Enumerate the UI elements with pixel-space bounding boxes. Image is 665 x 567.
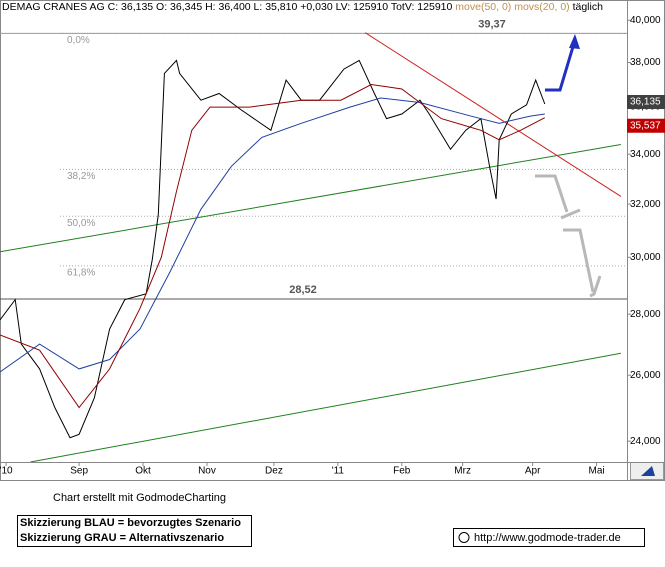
scenario-blue — [545, 34, 580, 92]
note: Skizzierung BLAU = bevorzugtes Szenario — [20, 517, 241, 529]
chart-frame — [0, 0, 665, 481]
price-label-box — [627, 118, 665, 133]
x-tick-label: Mrz — [454, 466, 471, 477]
header-quote: DEMAG CRANES AG C: 36,135 O: 36,345 H: 3… — [2, 1, 452, 13]
fib-label: 61,8% — [67, 267, 95, 278]
arrow-head — [569, 34, 580, 49]
arrow-head — [589, 275, 602, 298]
fib-label: 38,2% — [67, 171, 95, 182]
price-label: 36,135 — [630, 97, 661, 108]
trendline — [364, 32, 622, 197]
scenario-arrow — [545, 39, 577, 92]
level-label: 39,37 — [478, 18, 506, 30]
trendline — [0, 144, 621, 253]
scenario-gray — [535, 174, 602, 298]
price-label-box — [627, 94, 665, 109]
copyright-icon — [458, 532, 470, 543]
y-tick-label: 34,000 — [630, 149, 661, 160]
level-label: 28,52 — [289, 284, 317, 296]
moving-average — [0, 83, 546, 409]
note-box — [17, 515, 252, 547]
y-tick-label: 38,000 — [630, 57, 661, 68]
plot-area: 0,0% 38,2% 50,0% 61,8% 39,37 28,52 — [0, 18, 627, 463]
y-tick-label: 26,000 — [630, 370, 661, 381]
x-tick-label: Sep — [70, 466, 88, 477]
credit: Chart erstellt mit GodmodeCharting — [53, 492, 226, 504]
fib-label: 0,0% — [67, 35, 90, 46]
x-tick-label: Dez — [265, 466, 283, 477]
header-bg — [1, 1, 627, 14]
x-tick-label: '11 — [332, 466, 345, 477]
x-tick-label: Nov — [198, 466, 216, 477]
price-label: 35,537 — [630, 120, 661, 131]
x-tick-label: '10 — [0, 466, 13, 477]
x-tick-label: Okt — [135, 466, 151, 477]
x-tick-label: Apr — [525, 466, 541, 477]
trendline — [30, 352, 622, 463]
url: http://www.godmode-trader.de — [474, 532, 621, 544]
y-tick-label: 32,000 — [630, 199, 661, 210]
scenario-arrow — [535, 174, 569, 213]
legend-entry: movs(20, 0) — [514, 1, 569, 13]
y-tick-label: 28,000 — [630, 309, 661, 320]
period: täglich — [573, 1, 604, 13]
scenario-arrow — [563, 228, 595, 293]
legend-entry: move(50, 0) — [455, 1, 511, 13]
x-tick-label: Feb — [393, 466, 411, 477]
header: DEMAG CRANES AG C: 36,135 O: 36,345 H: 3… — [2, 1, 603, 13]
scroll-icon[interactable] — [630, 462, 664, 480]
y-tick-label: 40,000 — [630, 15, 661, 26]
price-line — [0, 59, 546, 439]
arrow-head — [560, 208, 581, 220]
fib-label: 50,0% — [67, 218, 95, 229]
y-tick-label: 24,000 — [630, 436, 661, 447]
x-tick-label: Mai — [589, 466, 605, 477]
moving-average — [0, 97, 545, 373]
note: Skizzierung GRAU = Alternativszenario — [20, 532, 224, 544]
y-tick-label: 30,000 — [630, 252, 661, 263]
scroll-glyph — [641, 466, 655, 476]
url-box — [453, 528, 645, 547]
